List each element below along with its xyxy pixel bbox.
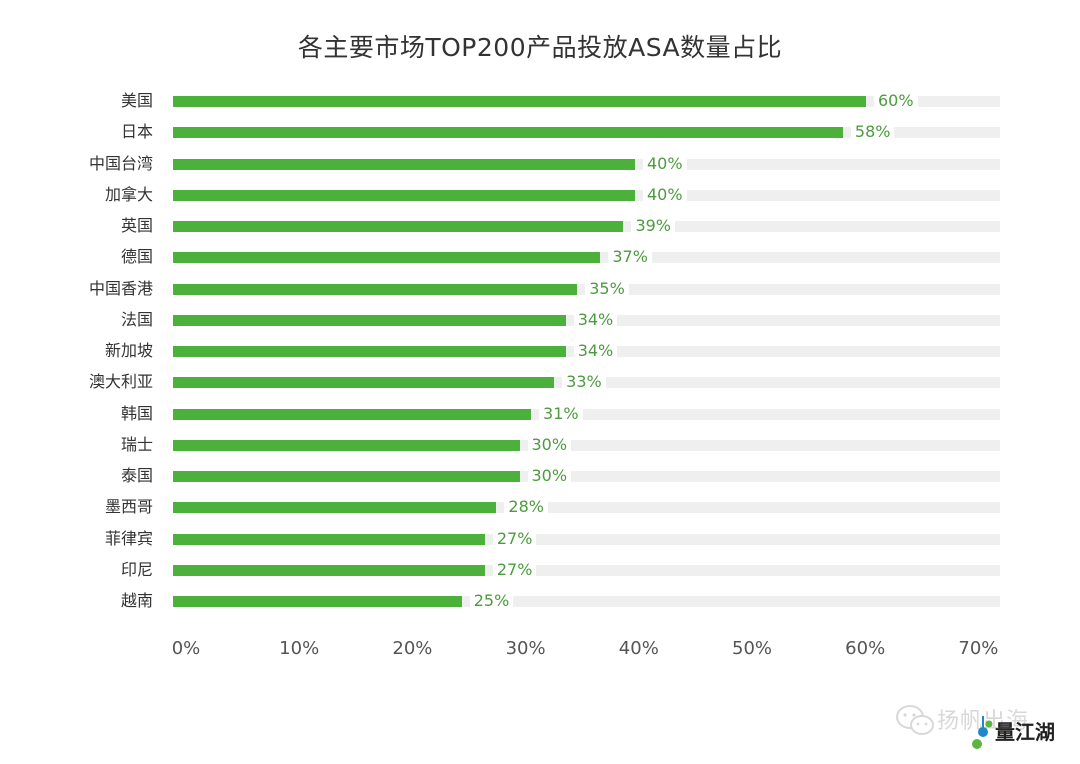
watermark-brand: 量江湖 [995,720,1055,744]
bar-row: 德国 37% [0,245,1080,269]
bar-row: 墨西哥 28% [0,495,1080,519]
category-label: 新加坡 [104,341,153,360]
category-label: 中国台湾 [88,153,153,173]
bar-track [173,502,1000,514]
bar-row: 新加坡 34% [0,339,1080,363]
value-label: 34% [573,340,618,362]
bar [173,283,578,295]
bar-row: 泰国 30% [0,464,1080,488]
x-tick-label: 60% [845,638,886,659]
value-label: 35% [585,277,629,300]
x-tick-label: 20% [392,638,433,659]
bar-track [173,408,1000,420]
bar [173,377,555,389]
category-label: 越南 [120,591,153,610]
bar [173,314,566,326]
category-label: 加拿大 [104,184,153,204]
wechat-icon [896,705,934,735]
bar-track [173,596,1000,607]
value-label: 27% [492,558,537,581]
bar [173,127,843,139]
x-tick-label: 30% [505,638,546,659]
value-label: 60% [874,90,918,112]
value-label: 30% [527,433,572,456]
value-label: 34% [573,308,618,331]
bar-row: 中国香港 35% [0,277,1080,301]
value-label: 33% [562,371,606,394]
value-label: 31% [539,402,583,425]
bar-track [173,439,1000,451]
x-tick-label: 40% [618,638,659,659]
brand-logo-icon [972,716,993,749]
value-label: 25% [469,590,514,612]
category-label: 瑞士 [120,434,153,454]
bar-row: 印尼 27% [0,558,1080,582]
bar-row: 日本 58% [0,120,1080,144]
category-label: 印尼 [120,559,153,579]
bar [173,502,497,514]
bar-row: 越南 25% [0,589,1080,613]
category-label: 泰国 [120,466,153,485]
category-label: 美国 [120,91,153,110]
bar-row: 菲律宾 27% [0,527,1080,551]
bar-track [173,533,1000,545]
bar [173,221,624,232]
category-label: 墨西哥 [104,497,153,517]
value-label: 37% [608,246,652,269]
x-axis: 0% 10% 20% 30% 40% 50% 60% 70% [0,638,1080,662]
category-label: 中国香港 [88,278,153,298]
bar-row: 英国 39% [0,214,1080,238]
bar-row: 法国 34% [0,308,1080,332]
x-tick-label: 50% [731,638,773,659]
bar-row: 瑞士 30% [0,433,1080,457]
x-tick-label: 70% [958,638,999,659]
value-label: 30% [527,465,572,487]
bar [173,533,485,545]
bar [173,252,601,264]
category-label: 菲律宾 [104,528,153,548]
bar-row: 澳大利亚 33% [0,370,1080,394]
bar-row: 韩国 31% [0,402,1080,426]
category-label: 德国 [120,247,153,267]
bar [173,158,635,170]
bar [173,439,520,451]
value-label: 27% [492,527,537,550]
bar-track [173,471,1000,482]
bar [173,189,635,201]
x-tick-label: 0% [171,638,201,659]
category-label: 法国 [120,309,153,329]
bar [173,96,866,107]
bar [173,471,520,482]
bar-row: 美国 60% [0,89,1080,113]
category-label: 英国 [120,216,153,235]
x-tick-label: 10% [279,638,320,659]
category-label: 日本 [120,122,153,142]
bar [173,408,532,420]
bar [173,596,462,607]
category-label: 韩国 [120,403,153,423]
chart-title: 各主要市场TOP200产品投放ASA数量占比 [297,33,783,62]
value-label: 58% [850,121,895,144]
bar-row: 加拿大 40% [0,183,1080,207]
category-label: 澳大利亚 [88,372,153,392]
bar-track [173,564,1000,576]
bar [173,564,485,576]
bar-row: 中国台湾 40% [0,152,1080,176]
value-label: 39% [631,215,675,237]
bar [173,346,566,357]
value-label: 40% [643,152,687,175]
value-label: 28% [504,496,548,519]
watermark: 扬帆出海 量江湖 [895,700,1075,750]
value-label: 40% [643,183,687,206]
